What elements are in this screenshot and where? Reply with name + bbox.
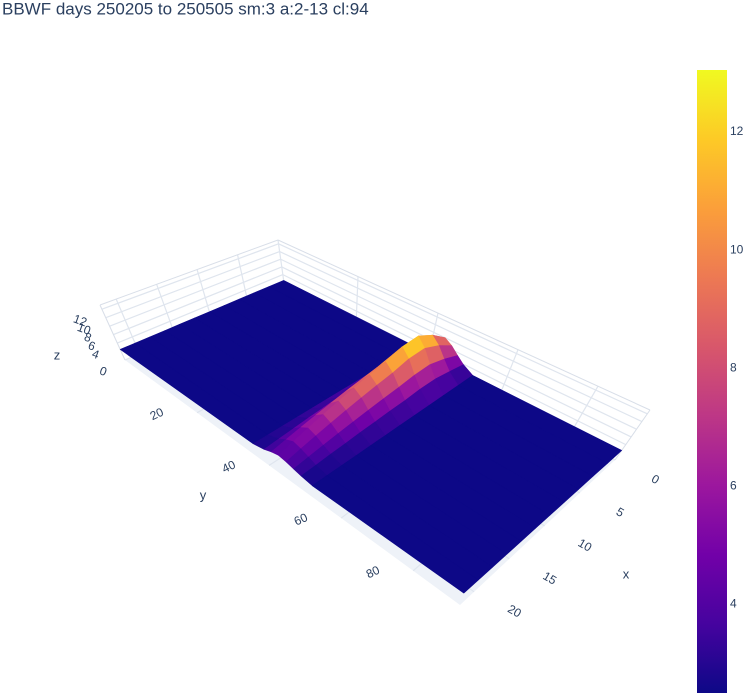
- x-tick-label: 0: [649, 472, 662, 488]
- surface-cell: [311, 475, 479, 594]
- colorbar-tick-label: 4: [730, 597, 737, 611]
- y-tick-label: 20: [148, 405, 166, 423]
- x-tick-label: 5: [614, 505, 627, 521]
- z-tick-label: 10: [75, 320, 93, 338]
- grid-line: [278, 243, 648, 415]
- colorbar: [697, 70, 727, 693]
- z-tick-label: 6: [86, 338, 97, 354]
- z-tick-label: 12: [72, 312, 90, 330]
- chart-title: BBWF days 250205 to 250505 sm:3 a:2-13 c…: [2, 0, 369, 18]
- grid-line: [109, 258, 281, 327]
- box-edge: [99, 304, 126, 361]
- box-edge: [614, 409, 651, 461]
- y-tick-label: 40: [220, 457, 238, 475]
- y-tick-label: 80: [364, 563, 382, 581]
- grid-line: [113, 266, 282, 336]
- grid-line: [279, 250, 643, 423]
- grid-line: [117, 274, 284, 344]
- x-tick-label: 15: [540, 569, 559, 588]
- x-axis-title: x: [623, 566, 630, 581]
- box-edge: [277, 239, 651, 411]
- grid-line: [105, 250, 280, 319]
- grid-line: [101, 243, 279, 310]
- colorbar-tick-label: 8: [730, 360, 737, 374]
- x-tick-label: 10: [576, 536, 595, 555]
- colorbar-tick-label: 12: [730, 124, 744, 138]
- x-tick-label: 20: [505, 602, 524, 621]
- grid-line: [281, 266, 632, 438]
- z-tick-label: 0: [98, 364, 109, 380]
- z-tick-label: 8: [82, 330, 93, 346]
- box-edge: [99, 239, 279, 306]
- colorbar-tick-label: 6: [730, 478, 737, 492]
- grid-line: [280, 258, 637, 430]
- z-axis-title: z: [54, 347, 61, 362]
- y-axis-title: y: [200, 487, 207, 502]
- colorbar-tick-label: 10: [730, 242, 744, 256]
- y-tick-label: 60: [292, 510, 310, 528]
- z-tick-label: 4: [90, 347, 101, 363]
